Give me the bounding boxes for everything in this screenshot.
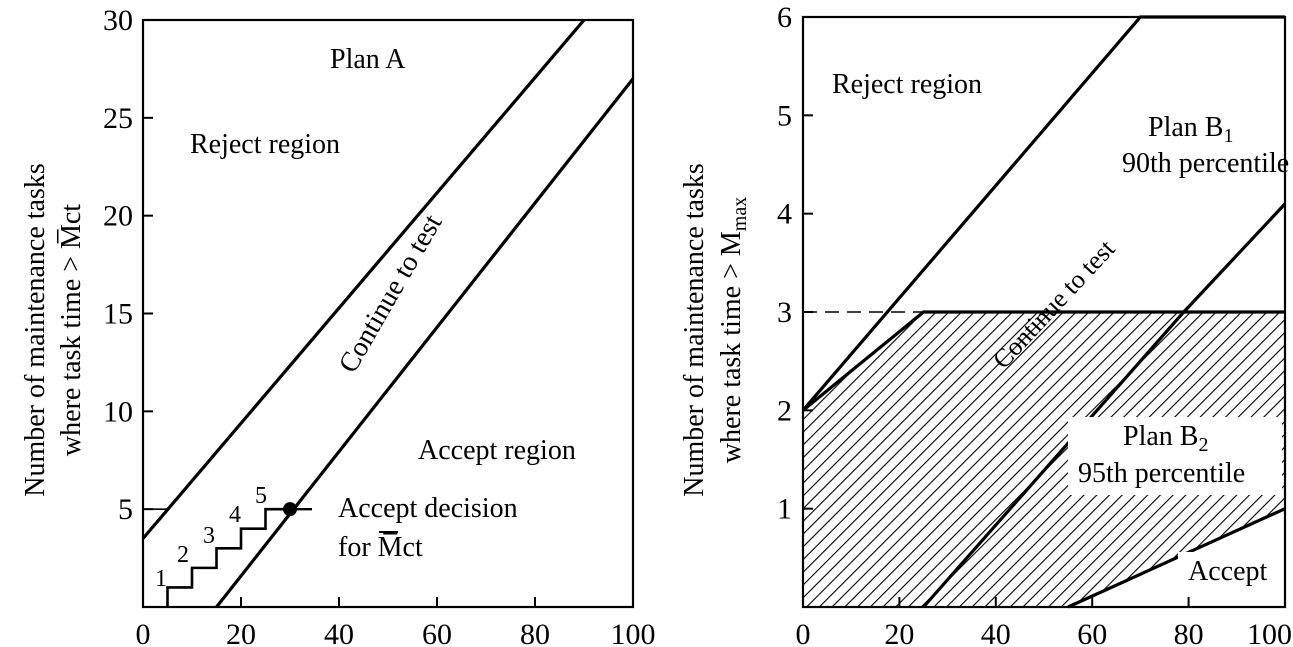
step-label: 3	[203, 523, 215, 549]
accept-boundary-line	[215, 77, 635, 608]
x-tick-label: 40	[324, 618, 354, 647]
step-label: 1	[155, 566, 167, 592]
plan-b1-label: Plan B1	[1148, 112, 1233, 147]
plan-b2-accept-boundary-line	[1067, 507, 1286, 609]
label-backing	[1068, 417, 1282, 495]
accept-decision-label: Accept decision	[338, 493, 518, 524]
plan-b-chart: 0 20 40 60 80 100 1 2 3 4 5 6 Number of maintenance…	[679, 1, 1292, 647]
x-tick-label: 20	[226, 618, 256, 647]
test-path-staircase	[166, 507, 290, 607]
accept-decision-point	[283, 502, 297, 517]
y-tick-label: 2	[777, 394, 792, 427]
x-tick-label: 80	[1174, 618, 1204, 647]
plan-a-label: Plan A	[330, 44, 406, 75]
y-tick-label: 20	[103, 200, 133, 233]
reject-boundary-line	[141, 18, 586, 540]
step-label: 4	[229, 502, 241, 528]
90th-percentile-label: 90th percentile	[1122, 148, 1289, 179]
x-tick-label: 60	[422, 618, 452, 647]
x-tick-label: 100	[611, 618, 656, 647]
reject-region-label: Reject region	[832, 69, 982, 100]
x-tick-label: 80	[520, 618, 550, 647]
label-backing	[1178, 552, 1282, 592]
accept-label: Accept	[1188, 556, 1268, 587]
accept-hatched-region	[803, 312, 1285, 607]
y-axis-label-line1: Number of maintenance tasks	[679, 163, 710, 497]
y-axis-label-line2: where task time > M̅ct	[56, 204, 87, 456]
x-tick-label: 40	[981, 618, 1011, 647]
plan-b2-label: Plan B2	[1123, 421, 1208, 456]
y-tick-label: 30	[103, 4, 133, 37]
y-tick-label: 15	[103, 298, 133, 331]
x-tick-label: 60	[1077, 618, 1107, 647]
y-tick-label: 1	[777, 493, 792, 526]
x-tick-label: 0	[796, 618, 811, 647]
plan-b2-reject-boundary-line	[801, 310, 1285, 412]
y-tick-label: 10	[103, 395, 133, 428]
y-tick-label: 3	[777, 296, 792, 329]
accept-region-label: Accept region	[418, 435, 576, 466]
y-tick-label: 6	[777, 1, 792, 34]
step-label: 5	[255, 483, 267, 509]
x-tick-label: 20	[884, 618, 914, 647]
plan-b1-reject-boundary-line	[801, 15, 1285, 412]
accept-decision-for-mct-label: for M̅ct	[338, 532, 423, 563]
x-tick-label: 100	[1247, 618, 1292, 647]
reject-region-label: Reject region	[190, 129, 340, 160]
y-tick-label: 4	[777, 198, 792, 231]
label-backing	[1112, 112, 1282, 184]
step-label: 2	[177, 542, 189, 568]
plan-b1-accept-boundary-line	[922, 202, 1287, 609]
y-axis-label-line2: where task time > Mmax	[716, 197, 751, 463]
y-tick-label: 5	[118, 493, 133, 526]
y-tick-label: 5	[777, 99, 792, 132]
x-tick-label: 0	[136, 618, 151, 647]
y-axis-label-line1: Number of maintenance tasks	[20, 163, 51, 497]
95th-percentile-label: 95th percentile	[1078, 458, 1245, 489]
y-tick-label: 25	[103, 102, 133, 135]
